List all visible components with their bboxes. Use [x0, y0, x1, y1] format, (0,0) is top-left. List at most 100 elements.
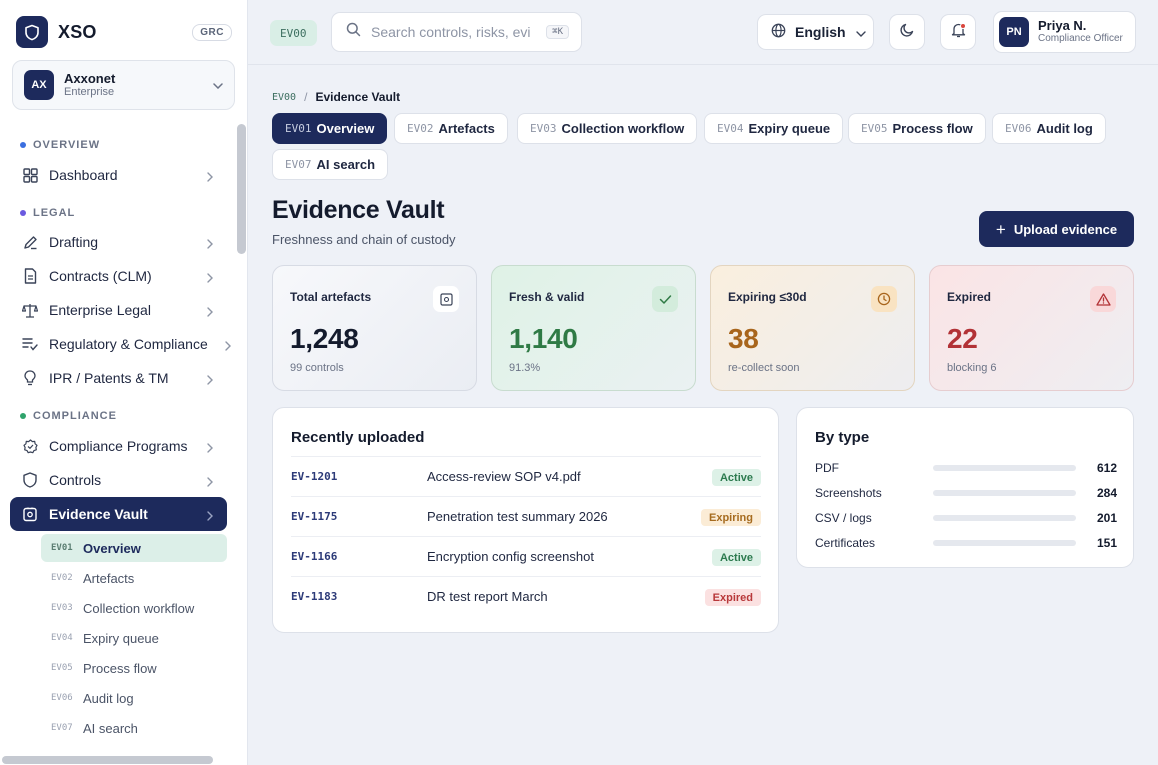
user-menu[interactable]: PN Priya N. Compliance Officer: [993, 11, 1136, 53]
card-title: Recently uploaded: [291, 429, 425, 446]
search-shortcut: ⌘K: [546, 25, 569, 39]
evidence-name: Penetration test summary 2026: [427, 509, 608, 524]
avatar: PN: [999, 17, 1029, 47]
search-icon: [346, 22, 361, 42]
brand-badge: GRC: [192, 23, 232, 41]
status-badge: Active: [711, 469, 761, 486]
type-label: Screenshots: [815, 486, 882, 500]
globe-icon: [771, 23, 786, 41]
sidebar-item-dashboard[interactable]: Dashboard: [10, 158, 227, 192]
page-subtitle: Freshness and chain of custody: [272, 232, 456, 247]
sidebar-horizontal-scrollbar[interactable]: [2, 756, 213, 764]
evidence-id[interactable]: EV-1175: [291, 510, 338, 523]
chevron-right-icon: [207, 474, 213, 490]
search-box[interactable]: ⌘K: [331, 12, 582, 52]
breadcrumb-separator: /: [304, 90, 308, 104]
stat-value: 1,140: [509, 323, 578, 354]
subnav-ai-search[interactable]: EV07 AI search: [51, 720, 138, 736]
evidence-name: DR test report March: [427, 589, 548, 604]
type-label: CSV / logs: [815, 511, 872, 525]
theme-toggle-button[interactable]: [889, 14, 925, 50]
vault-icon: [433, 286, 459, 312]
sidebar: XSO GRC AX Axxonet Enterprise OVERVIEW L…: [0, 0, 248, 765]
tab-collection-workflow[interactable]: EV03 Collection workflow: [517, 113, 698, 144]
sidebar-item-label: Drafting: [49, 234, 99, 250]
subnav-artefacts[interactable]: EV02 Artefacts: [51, 570, 135, 586]
list-item: CSV / logs 201: [815, 510, 1117, 526]
section-legal: LEGAL: [20, 207, 75, 219]
clock-icon: [871, 286, 897, 312]
stat-label: Expired: [947, 290, 992, 304]
type-bar: [933, 465, 1076, 471]
breadcrumb-code[interactable]: EV00: [272, 91, 297, 103]
upload-evidence-button[interactable]: + Upload evidence: [979, 211, 1134, 247]
language-label: English: [795, 24, 846, 40]
stat-card-fresh[interactable]: Fresh & valid 1,140 91.3%: [491, 265, 696, 391]
sidebar-item-contracts[interactable]: Contracts (CLM): [10, 259, 227, 293]
sidebar-item-label: Regulatory & Compliance: [49, 336, 208, 352]
subnav-collection-workflow[interactable]: EV03 Collection workflow: [51, 600, 195, 616]
topbar: EV00 ⌘K English PN Priya N. Compliance O…: [248, 0, 1158, 65]
sidebar-item-enterprise-legal[interactable]: Enterprise Legal: [10, 293, 227, 327]
subnav-audit-log[interactable]: EV06 Audit log: [51, 690, 134, 706]
type-bar: [933, 515, 1076, 521]
warning-icon: [1090, 286, 1116, 312]
sidebar-item-evidence-vault[interactable]: Evidence Vault: [10, 497, 227, 531]
breadcrumb-current: Evidence Vault: [315, 90, 401, 104]
lightbulb-icon: [22, 370, 38, 386]
stat-note: re-collect soon: [728, 362, 800, 374]
evidence-id[interactable]: EV-1183: [291, 590, 338, 603]
sidebar-item-label: Contracts (CLM): [49, 268, 152, 284]
notification-dot: [960, 23, 966, 29]
sidebar-scrollbar[interactable]: [237, 124, 246, 254]
evidence-name: Encryption config screenshot: [427, 549, 594, 564]
by-type-card: By type PDF 612 Screenshots 284 CSV / lo…: [796, 407, 1134, 568]
status-badge: Active: [711, 549, 761, 566]
evidence-id[interactable]: EV-1166: [291, 550, 338, 563]
chevron-right-icon: [207, 372, 213, 388]
table-row[interactable]: EV-1166 Encryption config screenshot Act…: [291, 536, 761, 576]
brand[interactable]: XSO GRC: [16, 16, 232, 48]
badge-icon: [22, 438, 38, 454]
stat-card-expiring[interactable]: Expiring ≤30d 38 re-collect soon: [710, 265, 915, 391]
shield-logo-icon: [16, 16, 48, 48]
sidebar-item-label: Evidence Vault: [49, 506, 148, 522]
subnav-overview[interactable]: EV01 Overview: [41, 534, 227, 562]
subnav-process-flow[interactable]: EV05 Process flow: [51, 660, 157, 676]
sidebar-item-ipr[interactable]: IPR / Patents & TM: [10, 361, 227, 395]
search-input[interactable]: [371, 24, 531, 40]
tab-expiry-queue[interactable]: EV04 Expiry queue: [704, 113, 844, 144]
stat-card-total[interactable]: Total artefacts 1,248 99 controls: [272, 265, 477, 391]
section-compliance: COMPLIANCE: [20, 410, 117, 422]
org-switcher[interactable]: AX Axxonet Enterprise: [12, 60, 235, 110]
tab-ai-search[interactable]: EV07 AI search: [272, 149, 389, 180]
sidebar-item-compliance-programs[interactable]: Compliance Programs: [10, 429, 227, 463]
chevron-right-icon: [207, 508, 213, 524]
list-check-icon: [22, 336, 38, 352]
sidebar-item-drafting[interactable]: Drafting: [10, 225, 227, 259]
subnav-expiry-queue[interactable]: EV04 Expiry queue: [51, 630, 159, 646]
tab-artefacts[interactable]: EV02 Artefacts: [394, 113, 508, 144]
stat-card-expired[interactable]: Expired 22 blocking 6: [929, 265, 1134, 391]
table-row[interactable]: EV-1201 Access-review SOP v4.pdf Active: [291, 456, 761, 496]
tab-overview[interactable]: EV01 Overview: [272, 113, 388, 144]
sidebar-item-controls[interactable]: Controls: [10, 463, 227, 497]
tab-audit-log[interactable]: EV06 Audit log: [992, 113, 1106, 144]
notifications-button[interactable]: [940, 14, 976, 50]
sidebar-item-regulatory[interactable]: Regulatory & Compliance: [10, 327, 231, 361]
sidebar-item-label: Dashboard: [49, 167, 118, 183]
type-label: Certificates: [815, 536, 876, 550]
list-item: Screenshots 284: [815, 485, 1117, 501]
evidence-id[interactable]: EV-1201: [291, 470, 338, 483]
vault-icon: [22, 506, 38, 522]
user-name: Priya N.: [1038, 18, 1087, 33]
stat-value: 1,248: [290, 323, 359, 354]
table-row[interactable]: EV-1175 Penetration test summary 2026 Ex…: [291, 496, 761, 536]
tab-process-flow[interactable]: EV05 Process flow: [848, 113, 986, 144]
language-selector[interactable]: English: [757, 14, 874, 50]
stat-value: 38: [728, 323, 759, 354]
type-count: 151: [1096, 536, 1117, 550]
type-label: PDF: [815, 461, 839, 475]
type-count: 612: [1096, 461, 1117, 475]
table-row[interactable]: EV-1183 DR test report March Expired: [291, 576, 761, 616]
